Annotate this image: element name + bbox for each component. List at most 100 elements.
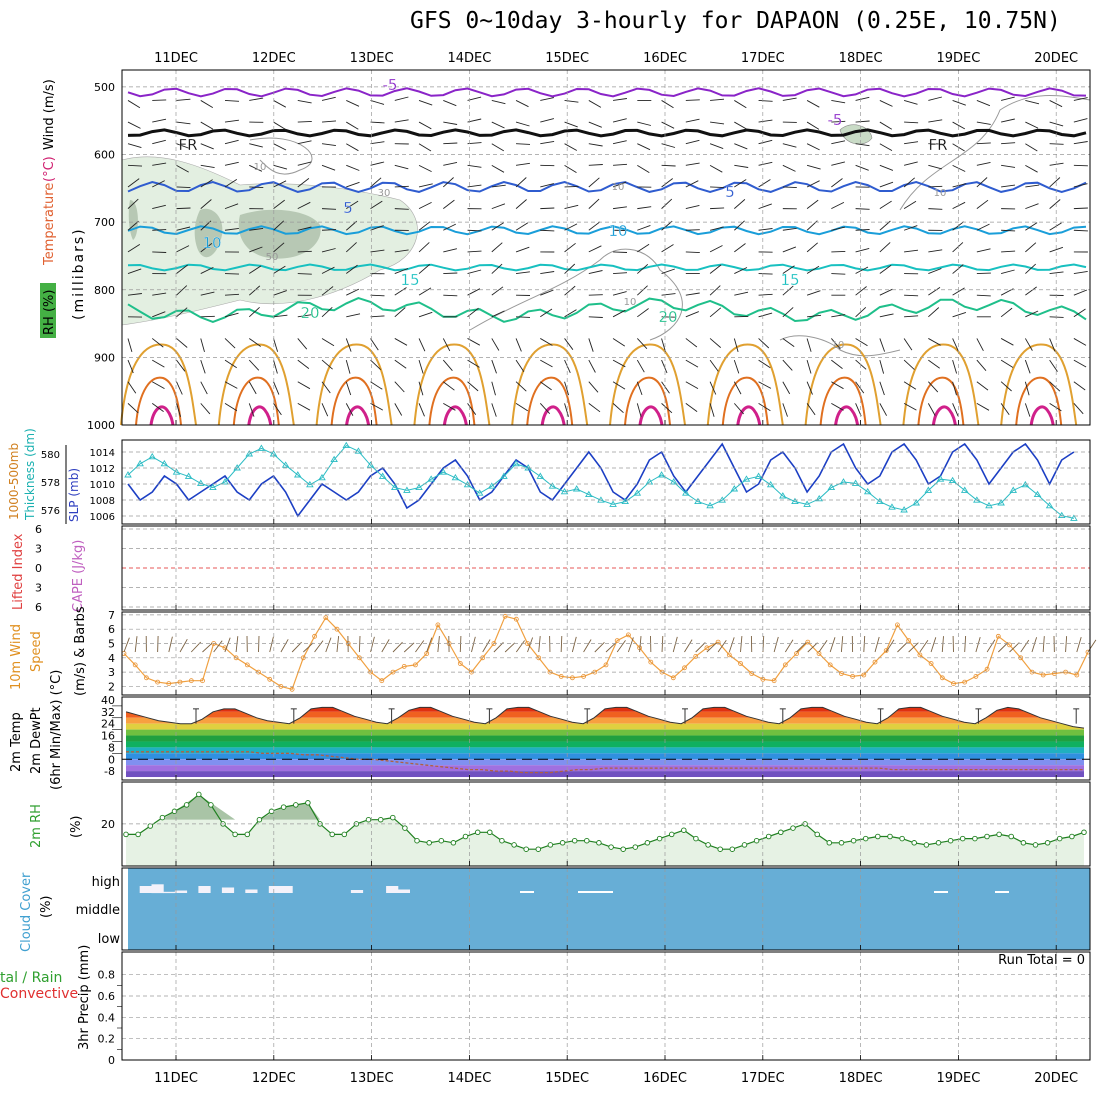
temperature-band bbox=[126, 747, 1084, 754]
wind-barb bbox=[297, 161, 312, 166]
wind-barb bbox=[322, 208, 337, 210]
cloud-high-gap bbox=[350, 890, 364, 893]
wind-barb bbox=[758, 119, 773, 123]
wind-barb bbox=[491, 121, 505, 129]
wind-barb bbox=[1073, 359, 1087, 368]
temperature-contour-label: 15 bbox=[780, 271, 799, 289]
wind-barb bbox=[706, 642, 718, 653]
temperature-contour-30 bbox=[232, 376, 280, 426]
wind-barb bbox=[540, 271, 555, 274]
wind-barb bbox=[685, 292, 700, 296]
wind-barb bbox=[491, 403, 497, 417]
wind-barb bbox=[515, 199, 527, 209]
wind-barb bbox=[176, 359, 186, 372]
thickness-point bbox=[621, 497, 629, 505]
wind-barb bbox=[152, 229, 167, 231]
wind-barb bbox=[758, 312, 773, 318]
wind-barb bbox=[637, 308, 649, 318]
rh-point bbox=[402, 825, 408, 831]
wind-barb bbox=[588, 143, 603, 147]
wind-barb bbox=[661, 381, 670, 394]
rh-contour bbox=[469, 248, 683, 341]
wind-speed-point bbox=[1074, 672, 1080, 678]
panel-frame bbox=[121, 951, 1091, 1061]
cloud-low-middle bbox=[128, 868, 1090, 950]
wind-barb bbox=[152, 99, 167, 101]
thickness-point bbox=[851, 479, 860, 486]
thickness-point bbox=[390, 483, 399, 491]
thickness-point bbox=[730, 485, 739, 492]
wind-barb bbox=[588, 177, 600, 188]
rh-point bbox=[729, 846, 736, 852]
wind-barb bbox=[442, 338, 451, 352]
wind-barb bbox=[415, 640, 425, 653]
cape-label: CAPE (J/kg) bbox=[71, 540, 86, 612]
temperature-tick-label: 0 bbox=[108, 753, 115, 766]
date-label-top: 15DEC bbox=[545, 51, 589, 66]
wind-speed-point bbox=[570, 675, 575, 681]
wind-barb bbox=[734, 100, 747, 109]
wind-speed-point bbox=[323, 615, 329, 621]
wind-barb bbox=[976, 294, 991, 297]
wind-barb bbox=[782, 285, 794, 296]
wind-barb bbox=[661, 293, 676, 296]
temperature-tick-label: 24 bbox=[101, 718, 115, 731]
thickness-point bbox=[912, 499, 921, 506]
wind-barb bbox=[540, 207, 555, 210]
wind-barb bbox=[927, 403, 936, 416]
wind-speed-line bbox=[123, 615, 1089, 691]
wind-barb bbox=[571, 636, 577, 653]
wind-barb bbox=[806, 359, 812, 374]
wind-barb bbox=[394, 119, 409, 123]
wind-barb bbox=[418, 381, 424, 396]
thickness-point bbox=[1070, 514, 1078, 521]
wind-barb bbox=[612, 338, 626, 347]
wind-barb bbox=[370, 636, 375, 653]
wind-barb bbox=[672, 636, 678, 653]
wind-barb bbox=[321, 266, 335, 274]
wind-barb bbox=[443, 402, 456, 411]
temperature-contour-30 bbox=[917, 376, 965, 426]
rh-point bbox=[765, 833, 772, 840]
wind-barb bbox=[176, 403, 181, 417]
wind-speed-point bbox=[626, 632, 631, 638]
wind-barb bbox=[176, 338, 188, 348]
panel-frame bbox=[121, 439, 1091, 525]
temperature-contour-label: 20 bbox=[300, 304, 319, 322]
thickness-point bbox=[742, 475, 751, 482]
wind-barb bbox=[200, 164, 215, 169]
thickness-point bbox=[1033, 490, 1042, 498]
wind-speed-point bbox=[951, 681, 956, 686]
wind-barb bbox=[467, 96, 482, 101]
rh-point bbox=[668, 831, 675, 838]
wind-barb bbox=[176, 226, 191, 231]
wind-barb bbox=[127, 178, 140, 188]
wind-tick-label: 2 bbox=[108, 680, 115, 693]
wind-barb bbox=[426, 637, 433, 653]
wind-barb bbox=[248, 403, 255, 417]
wind-barb bbox=[952, 242, 964, 253]
wind-barb bbox=[321, 403, 329, 417]
wind-barb bbox=[442, 359, 453, 371]
lifted-index-tick-label: 6 bbox=[35, 601, 42, 614]
wind-barb bbox=[467, 118, 482, 123]
wind-barb bbox=[515, 359, 525, 372]
wind-barb bbox=[928, 338, 941, 346]
wind-barb bbox=[806, 143, 820, 151]
panel-frame bbox=[121, 781, 1091, 867]
wind-barb bbox=[200, 179, 213, 188]
wind-barb bbox=[879, 264, 892, 274]
wind-barb bbox=[734, 220, 745, 231]
wind-barb bbox=[249, 227, 264, 231]
wind-barb bbox=[840, 636, 844, 653]
wind-barb bbox=[639, 636, 642, 653]
wind-speed-point bbox=[1007, 642, 1012, 648]
temperature-band bbox=[126, 759, 1084, 766]
thickness-point bbox=[888, 503, 896, 510]
wind-barb bbox=[1073, 207, 1088, 210]
wind-barb bbox=[734, 179, 747, 188]
wind-barb bbox=[235, 636, 239, 653]
wind-barb bbox=[346, 100, 360, 107]
wind-barb bbox=[273, 314, 288, 318]
wind-barb bbox=[418, 359, 424, 374]
